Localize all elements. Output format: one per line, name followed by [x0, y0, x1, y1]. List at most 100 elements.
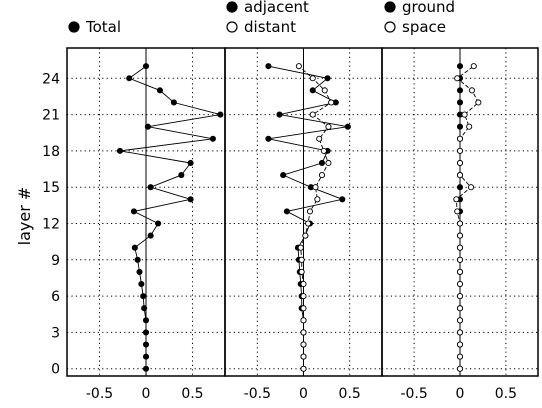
data-point-space — [461, 111, 468, 118]
data-point-ground — [456, 87, 464, 94]
data-point-distant — [312, 184, 319, 191]
data-point-Total — [140, 293, 147, 300]
data-point-space — [454, 75, 461, 82]
data-point-space — [456, 353, 464, 360]
data-point-Total — [141, 305, 148, 312]
data-point-space — [456, 293, 464, 300]
data-point-space — [456, 256, 464, 263]
panel-ground-space: -0.5 0 0.5 — [381, 47, 539, 402]
data-point-Total — [187, 196, 194, 203]
legend-marker-ground — [384, 1, 396, 13]
data-point-space — [456, 172, 464, 179]
x-tick-label: 0.5 — [339, 386, 361, 402]
data-point-Total — [155, 220, 162, 227]
data-point-Total — [170, 99, 177, 106]
data-point-space — [456, 329, 464, 336]
data-point-space — [456, 244, 464, 251]
data-point-Total — [147, 184, 154, 191]
data-point-Total — [116, 147, 124, 154]
data-point-distant — [300, 329, 307, 336]
y-tick-label: 15 — [42, 180, 60, 196]
data-point-space — [456, 365, 464, 372]
data-point-adjacent — [265, 135, 272, 142]
series-line-adjacent — [268, 65, 348, 369]
legend-marker-distant — [226, 21, 238, 33]
y-tick-label: 3 — [51, 325, 60, 341]
data-point-distant — [309, 75, 316, 82]
data-point-space — [456, 317, 464, 324]
data-point-distant — [316, 135, 323, 142]
data-point-distant — [300, 317, 307, 324]
data-point-ground — [456, 99, 464, 106]
data-point-Total — [142, 63, 150, 70]
legend-item-ground: ground — [384, 0, 455, 16]
data-point-distant — [325, 159, 332, 167]
data-point-space — [467, 184, 475, 191]
y-tick-label: 18 — [42, 144, 60, 160]
y-tick-label: 9 — [51, 253, 60, 269]
data-point-space — [466, 123, 473, 130]
x-tick-label: 0 — [142, 386, 151, 402]
data-point-distant — [300, 280, 307, 288]
data-point-adjacent — [265, 63, 272, 70]
data-point-Total — [144, 123, 151, 130]
x-tick-label: 0.5 — [181, 386, 203, 402]
legend-label-adjacent: adjacent — [244, 0, 309, 16]
data-point-space — [456, 268, 464, 275]
data-point-space — [456, 147, 464, 154]
x-tick-label: 0 — [456, 386, 465, 402]
y-tick-label: 0 — [51, 362, 60, 378]
data-point-distant — [328, 99, 335, 106]
y-tick-label: 24 — [42, 71, 60, 87]
data-point-adjacent — [309, 87, 316, 94]
data-point-space — [456, 280, 464, 288]
legend-label-Total: Total — [85, 18, 121, 36]
data-point-distant — [321, 87, 328, 94]
data-point-distant — [314, 196, 321, 203]
series-distant — [295, 63, 335, 372]
data-point-space — [470, 63, 477, 70]
data-point-space — [453, 196, 460, 203]
data-point-distant — [300, 293, 307, 300]
y-axis: 0 3 6 9 12 15 18 21 24 — [42, 71, 60, 377]
data-point-Total — [142, 341, 150, 348]
legend-item-distant: distant — [226, 18, 296, 36]
data-point-adjacent — [276, 111, 283, 118]
panel-adjacent-distant: -0.5 0 0.5 — [224, 47, 383, 402]
data-point-distant — [298, 268, 305, 275]
legend-label-ground: ground — [402, 0, 455, 16]
data-point-space — [456, 232, 464, 239]
data-point-distant — [300, 305, 307, 312]
data-point-distant — [300, 365, 307, 372]
data-point-distant — [309, 111, 316, 118]
y-tick-label: 6 — [51, 289, 60, 305]
legend-marker-space — [384, 21, 396, 33]
data-point-adjacent — [318, 159, 326, 167]
x-tick-label: 0.5 — [495, 386, 517, 402]
data-point-space — [454, 208, 461, 215]
x-tick-label: -0.5 — [400, 386, 427, 402]
panel-total: -0.5 0 0.5 — [66, 47, 226, 402]
y-tick-label: 12 — [42, 216, 60, 232]
legend-marker-Total — [68, 21, 80, 33]
data-point-Total — [142, 353, 150, 360]
panel-frame — [381, 47, 539, 377]
legend-item-space: space — [384, 18, 446, 36]
legend-label-space: space — [402, 18, 446, 36]
data-point-Total — [136, 268, 143, 275]
data-point-distant — [297, 244, 304, 251]
data-point-distant — [318, 172, 326, 179]
legend: Total adjacent distant ground space — [68, 0, 455, 36]
data-point-ground — [456, 184, 464, 191]
legend-item-Total: Total — [68, 18, 121, 36]
data-point-distant — [305, 220, 312, 227]
data-point-adjacent — [283, 208, 290, 215]
legend-marker-adjacent — [226, 1, 238, 13]
data-point-Total — [209, 135, 216, 142]
legend-item-adjacent: adjacent — [226, 0, 309, 16]
data-point-distant — [298, 256, 305, 263]
data-point-space — [456, 220, 464, 227]
data-point-space — [456, 159, 464, 167]
x-tick-label: -0.5 — [244, 386, 271, 402]
